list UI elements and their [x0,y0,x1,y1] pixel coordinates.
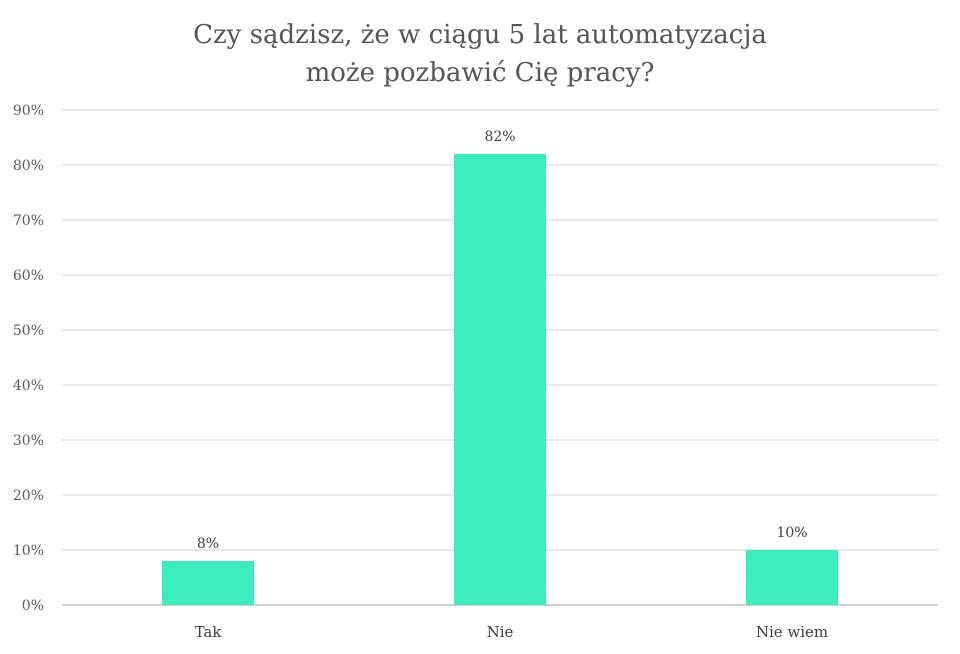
x-category-label: Tak [195,623,223,641]
y-tick-label: 90% [13,103,44,119]
chart-title-line-1: Czy sądzisz, że w ciągu 5 lat automatyza… [193,20,767,50]
data-label: 8% [197,536,219,552]
y-tick-label: 60% [13,268,44,284]
y-axis-tick-labels: 0% 10% 20% 30% 40% 50% 60% 70% 80% 90% [13,103,44,614]
data-label: 10% [776,525,807,541]
bar-tak [162,561,254,605]
bar-nie [454,154,546,605]
x-category-label: Nie wiem [756,623,828,641]
y-tick-label: 50% [13,323,44,339]
y-tick-label: 20% [13,488,44,504]
x-axis-category-labels: Tak Nie Nie wiem [195,623,829,641]
y-tick-label: 0% [22,598,44,614]
bars [162,154,838,605]
y-tick-label: 30% [13,433,44,449]
y-tick-label: 80% [13,158,44,174]
y-tick-label: 10% [13,543,44,559]
bar-nie-wiem [746,550,838,605]
chart-title: Czy sądzisz, że w ciągu 5 lat automatyza… [0,16,960,92]
y-tick-label: 70% [13,213,44,229]
chart-title-line-2: może pozbawić Cię pracy? [305,58,655,88]
data-label: 82% [484,129,515,145]
data-labels: 8% 82% 10% [197,129,808,552]
y-tick-label: 40% [13,378,44,394]
x-category-label: Nie [487,623,514,641]
